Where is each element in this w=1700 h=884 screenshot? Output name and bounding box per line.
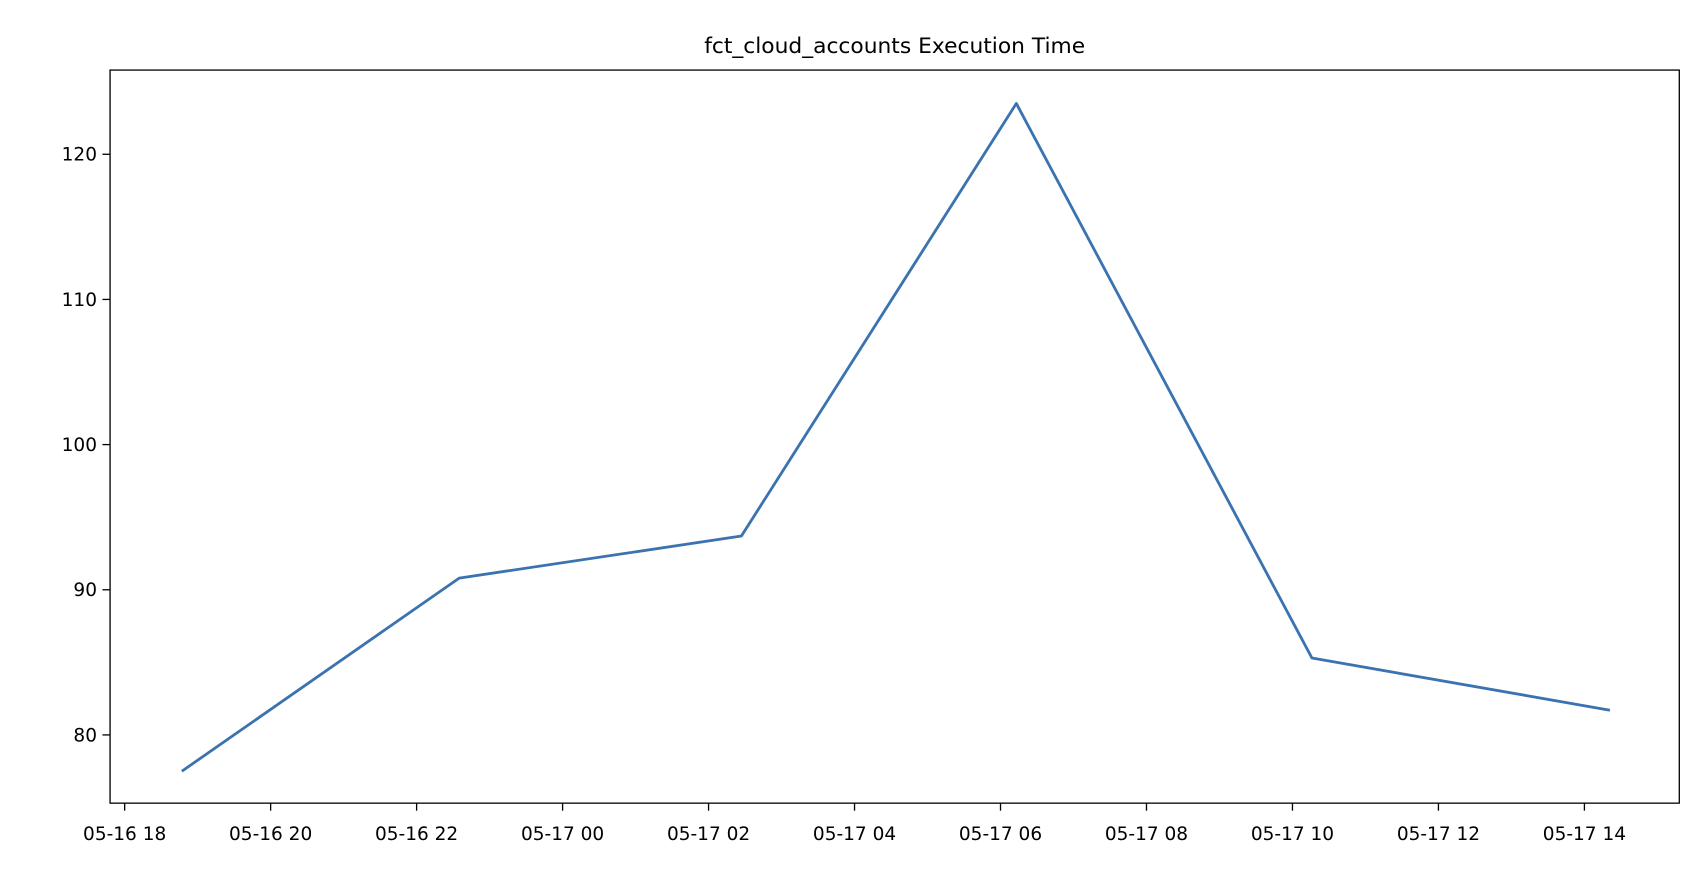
x-tick-label: 05-17 08	[1105, 824, 1188, 845]
x-axis: 05-16 18 05-16 20 05-16 22 05-17 00 05-17 02…	[83, 803, 1626, 845]
y-tick-label: 110	[62, 290, 97, 311]
y-tick-label: 80	[73, 725, 97, 746]
x-tick-label: 05-16 20	[229, 824, 312, 845]
x-tick-label: 05-17 10	[1251, 824, 1334, 845]
plot-frame	[109, 69, 1680, 804]
series-group	[181, 102, 1611, 773]
x-tick-label: 05-17 14	[1543, 824, 1626, 845]
x-tick-label: 05-17 02	[667, 824, 750, 845]
x-tick-label: 05-16 18	[83, 824, 166, 845]
x-tick-label: 05-16 22	[375, 824, 458, 845]
chart-title: fct_cloud_accounts Execution Time	[704, 34, 1085, 59]
x-tick-label: 05-17 00	[521, 824, 604, 845]
y-tick-label: 90	[73, 580, 97, 601]
y-axis: 80 90 100 110 120	[62, 145, 111, 746]
y-tick-label: 120	[62, 145, 97, 166]
series-line	[181, 102, 1611, 773]
y-tick-label: 100	[62, 435, 97, 456]
x-tick-label: 05-17 04	[813, 824, 896, 845]
x-tick-label: 05-17 06	[959, 824, 1042, 845]
x-tick-label: 05-17 12	[1397, 824, 1480, 845]
